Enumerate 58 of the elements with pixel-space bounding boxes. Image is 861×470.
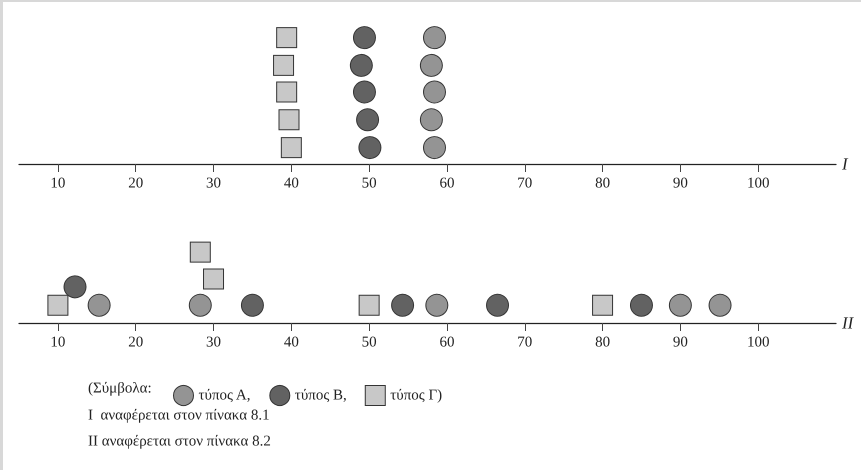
x-tick-label: 100 bbox=[746, 334, 770, 350]
point bbox=[47, 294, 68, 316]
x-tick-label: 60 bbox=[439, 176, 454, 192]
point bbox=[276, 81, 298, 102]
x-tick-label: 20 bbox=[128, 176, 144, 192]
point bbox=[273, 54, 294, 76]
point bbox=[423, 80, 446, 104]
point bbox=[64, 275, 87, 298]
legend-label: τύπος Γ) bbox=[390, 388, 442, 404]
point bbox=[280, 137, 302, 158]
x-tick-label: 10 bbox=[50, 176, 66, 192]
x-tick-label: 40 bbox=[284, 176, 299, 192]
x-axis-title: I bbox=[841, 154, 849, 174]
x-tick-label: 10 bbox=[50, 334, 66, 350]
point bbox=[88, 294, 111, 317]
point bbox=[203, 268, 224, 290]
point bbox=[358, 294, 380, 316]
x-tick-label: 50 bbox=[362, 334, 377, 350]
point bbox=[425, 294, 448, 317]
x-tick-label: 80 bbox=[595, 334, 610, 350]
point bbox=[352, 26, 376, 50]
point bbox=[391, 294, 414, 317]
x-tick-label: 20 bbox=[128, 334, 144, 350]
x-tick-label: 50 bbox=[362, 176, 377, 192]
legend-label: τύπος Α, bbox=[198, 388, 250, 404]
x-tick-label: 80 bbox=[595, 176, 610, 192]
x-tick-label: 100 bbox=[746, 176, 770, 192]
point bbox=[278, 109, 300, 130]
legend-title: (Σύμβολα: bbox=[88, 380, 152, 396]
point bbox=[420, 108, 443, 132]
x-tick-label: 90 bbox=[672, 334, 688, 350]
point bbox=[356, 108, 380, 132]
point bbox=[188, 294, 212, 317]
point bbox=[350, 54, 373, 77]
point bbox=[240, 294, 264, 317]
point bbox=[420, 54, 443, 77]
point bbox=[423, 26, 446, 50]
point bbox=[486, 294, 510, 317]
x-axis-title: II bbox=[841, 314, 855, 332]
legend-label: τύπος Β, bbox=[294, 388, 347, 404]
point bbox=[668, 294, 692, 317]
point bbox=[276, 27, 298, 48]
text: I αναφέρεται στον πίνακα 8.1 bbox=[88, 408, 270, 424]
x-tick-label: 40 bbox=[284, 334, 299, 350]
x-tick-label: 30 bbox=[206, 176, 222, 192]
x-tick-label: 30 bbox=[206, 334, 222, 350]
x-tick-label: 70 bbox=[517, 176, 532, 192]
x-tick-label: 70 bbox=[517, 334, 532, 350]
point bbox=[708, 294, 732, 317]
point bbox=[592, 294, 614, 316]
x-tick-label: 60 bbox=[439, 334, 454, 350]
point bbox=[630, 294, 653, 317]
point bbox=[358, 136, 382, 160]
point bbox=[190, 242, 211, 263]
x-tick-label: 90 bbox=[672, 176, 688, 192]
text: II αναφέρεται στον πίνακα 8.2 bbox=[88, 434, 271, 450]
point bbox=[423, 136, 446, 160]
point bbox=[352, 80, 376, 104]
